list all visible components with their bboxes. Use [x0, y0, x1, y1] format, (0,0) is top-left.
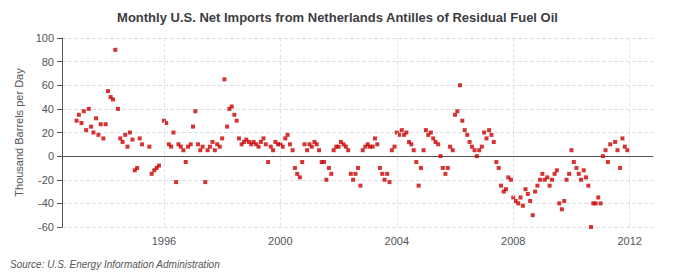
svg-text:2000: 2000	[268, 235, 292, 247]
svg-text:80: 80	[42, 56, 54, 68]
svg-text:-40: -40	[38, 197, 54, 209]
svg-text:2008: 2008	[501, 235, 525, 247]
svg-text:-60: -60	[38, 221, 54, 233]
svg-text:2004: 2004	[385, 235, 409, 247]
svg-text:Source: U.S. Energy Informatio: Source: U.S. Energy Information Administ…	[10, 259, 220, 270]
svg-text:0: 0	[48, 150, 54, 162]
svg-text:2012: 2012	[617, 235, 641, 247]
svg-text:100: 100	[36, 32, 54, 44]
svg-text:-20: -20	[38, 174, 54, 186]
svg-text:1996: 1996	[152, 235, 176, 247]
svg-text:60: 60	[42, 79, 54, 91]
svg-text:Monthly U.S. Net Imports from: Monthly U.S. Net Imports from Netherland…	[117, 10, 558, 25]
svg-text:Thousand Barrels per Day: Thousand Barrels per Day	[13, 68, 25, 197]
svg-text:20: 20	[42, 127, 54, 139]
svg-text:40: 40	[42, 103, 54, 115]
